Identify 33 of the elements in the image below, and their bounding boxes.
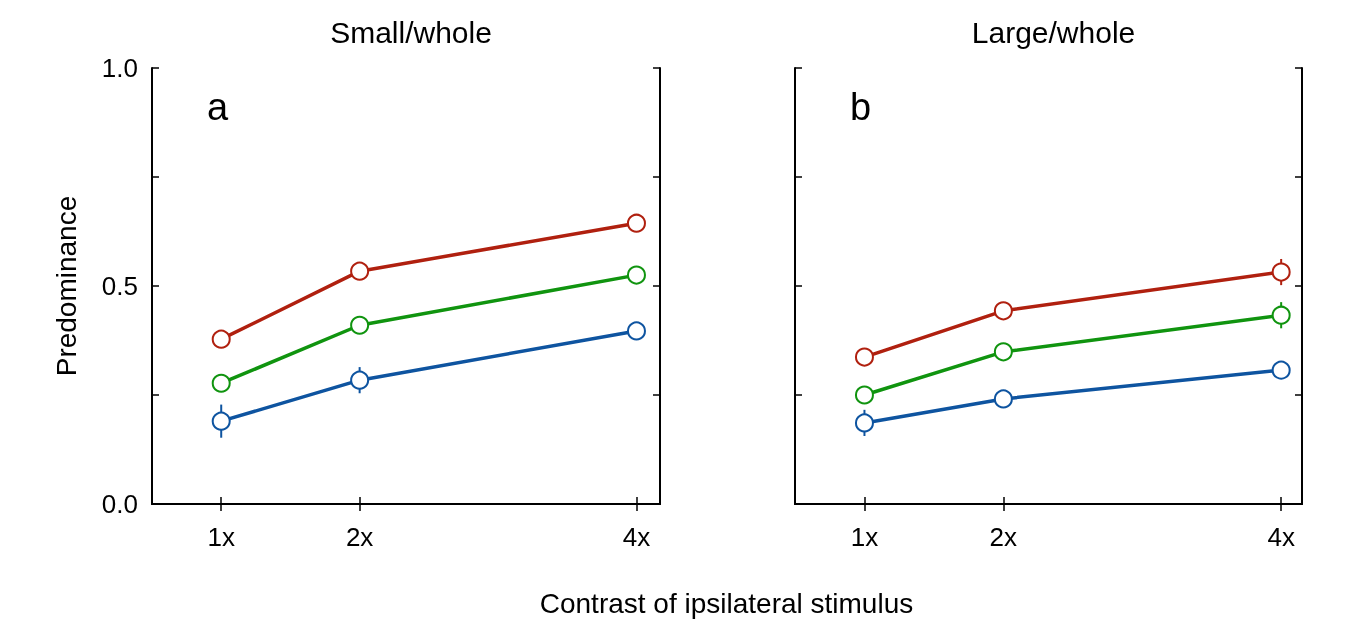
point [1271,305,1291,325]
x-tick-label: 1x [207,522,235,552]
point [993,389,1013,409]
point [350,370,370,390]
point [993,301,1013,321]
point [993,342,1013,362]
y-tick-label: 0.5 [101,271,138,301]
x-tick-label: 1x [850,522,879,552]
annotation: a [207,86,229,128]
point [854,385,874,405]
point [626,213,646,233]
x-tick-label: 2x [345,522,374,552]
point [211,373,231,393]
annotation: b [850,86,872,128]
point [350,261,370,281]
y-axis-title: Predominance [50,195,82,377]
point [854,347,874,367]
x-axis-title: Contrast of ipsilateral stimulus [538,588,915,620]
point [1271,262,1291,282]
y-tick-label: 1.0 [101,53,138,83]
chart-title: Small/whole [330,15,492,49]
x-tick-label: 4x [1267,522,1295,552]
point [1271,360,1291,380]
chart-title: Large/whole [971,15,1136,49]
point [350,315,370,335]
x-tick-label: 2x [989,522,1018,552]
point [626,321,646,341]
point [626,265,646,285]
x-tick-label: 4x [622,522,651,552]
point [854,413,874,433]
y-tick-label: 0.0 [101,489,138,519]
point [211,411,231,431]
point [211,329,231,349]
